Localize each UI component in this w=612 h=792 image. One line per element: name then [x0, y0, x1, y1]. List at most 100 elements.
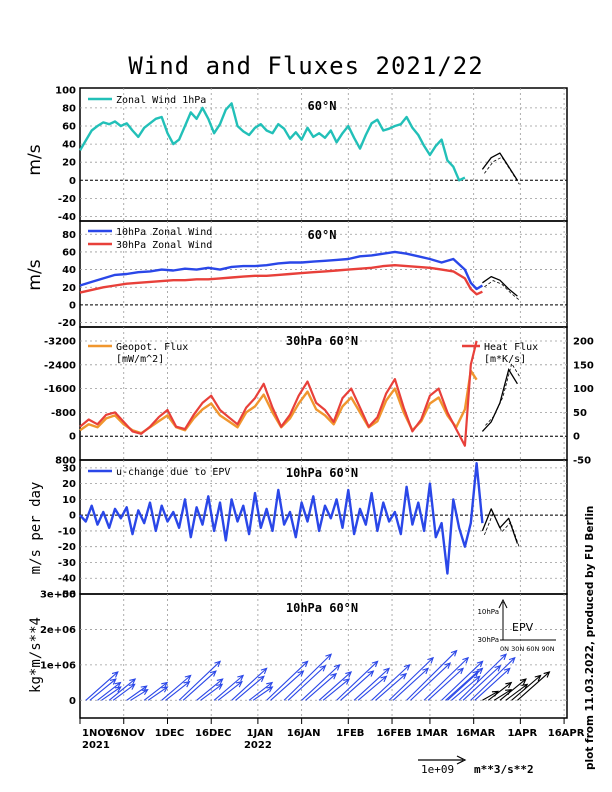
epv-arrow-head	[325, 653, 333, 661]
epv-arrow	[101, 686, 122, 701]
epv-forecast-arrow-head	[543, 671, 551, 678]
epv-arrow	[305, 673, 337, 701]
epv-arrow-head	[383, 667, 391, 675]
epv-arrow-head	[476, 667, 484, 675]
epv-arrow	[470, 657, 516, 701]
y-tick-label-right: 150	[573, 360, 594, 371]
epv-arrow	[474, 667, 511, 701]
epv-arrow-head	[129, 678, 137, 685]
right-axis-unit-label: [m*K/s]	[484, 354, 526, 365]
epv-arrow	[252, 686, 273, 701]
epv-forecast-arrow	[487, 682, 512, 701]
y-tick-label: -10	[58, 526, 76, 537]
epv-arrow-head	[345, 671, 353, 678]
epv-arrow-head	[422, 667, 430, 675]
epv-arrow-head	[462, 656, 470, 664]
y-tick-label-right: 100	[573, 384, 594, 395]
epv-arrow	[392, 667, 429, 701]
y-tick-label-right: 0	[573, 432, 580, 443]
epv-arrow	[130, 689, 148, 701]
epv-arrow-head	[260, 667, 268, 675]
epv-arrow	[441, 660, 483, 701]
legend-label: 10hPa Zonal Wind	[116, 227, 212, 238]
epv-arrow-head	[444, 662, 452, 669]
epv-arrow-head	[367, 670, 375, 677]
x-tick-label: 1FEB	[336, 728, 364, 739]
epv-arrow	[406, 650, 457, 701]
y-tick-label: 3e+06	[40, 590, 76, 601]
y-tick-label: 0	[69, 511, 76, 522]
y-tick-label: 30	[62, 463, 76, 474]
legend-label: Heat Flux	[484, 342, 538, 353]
y-tick-label: -20	[58, 542, 76, 553]
y-tick-label: 0	[69, 696, 76, 707]
epv-arrow-head	[114, 681, 122, 689]
epv-arrow-head	[141, 688, 149, 696]
left-axis-unit-label: [mW/m^2]	[116, 354, 164, 365]
epv-arrow-head	[500, 653, 508, 661]
y-tick-label-left: -1600	[44, 384, 76, 395]
epv-arrow-head	[400, 672, 408, 680]
legend-label: Geopot. Flux	[116, 342, 188, 353]
y-tick-label-right: 200	[573, 337, 594, 348]
epv-arrow	[462, 665, 501, 701]
epv-forecast-arrow	[505, 683, 528, 701]
x-tick-label: 16DEC	[195, 728, 231, 739]
y-tick-label: 0	[69, 176, 76, 187]
y-tick-label: 80	[62, 230, 76, 241]
epv-arrow	[357, 675, 387, 701]
epv-forecast-arrow	[482, 690, 499, 701]
x-year-label: 2021	[82, 740, 110, 751]
epv-arrow-head	[235, 680, 243, 688]
y-tick-label: 20	[62, 479, 76, 490]
epv-arrow-head	[494, 664, 502, 672]
y-tick-label: 10	[62, 495, 76, 506]
epv-arrow-head	[380, 675, 388, 683]
inset-title: EPV	[512, 621, 534, 634]
inset-arrow-head	[498, 598, 508, 609]
y-tick-label: 2e+06	[40, 625, 76, 636]
scale-unit-label: m**3/s**2	[474, 763, 534, 776]
epv-arrow	[410, 662, 451, 701]
epv-arrow-head	[237, 674, 245, 682]
x-tick-label: 1NOV	[82, 728, 114, 739]
y-tick-label: -40	[58, 574, 76, 585]
epv-arrow-head	[301, 660, 309, 668]
epv-arrow-head	[330, 672, 338, 680]
epv-arrow-head	[473, 675, 481, 683]
epv-forecast-arrow	[511, 675, 541, 701]
epv-arrow	[108, 678, 136, 701]
epv-arrow	[283, 653, 332, 701]
epv-arrow	[231, 667, 268, 701]
epv-arrow	[97, 682, 121, 701]
x-tick-label: 16FEB	[376, 728, 411, 739]
epv-arrow	[445, 670, 479, 701]
epv-arrow-head	[114, 686, 122, 693]
epv-arrow-head	[371, 660, 379, 668]
y-tick-label: 100	[55, 85, 76, 96]
epv-arrow	[353, 667, 390, 701]
epv-arrow	[427, 667, 464, 701]
epv-arrow	[388, 657, 434, 701]
epv-arrow-head	[333, 663, 341, 671]
epv-arrow	[147, 686, 168, 701]
epv-arrow	[178, 660, 221, 701]
epv-arrow-head	[427, 656, 435, 664]
epv-arrow-head	[472, 670, 480, 677]
epv-arrow-head	[503, 667, 511, 675]
epv-arrow	[447, 667, 483, 701]
epv-arrow-head	[257, 675, 265, 683]
y-tick-label-right: 50	[573, 408, 587, 419]
epv-arrow-head	[183, 680, 191, 688]
epv-arrow-head	[476, 660, 484, 668]
epv-arrow-head	[214, 660, 222, 668]
y-axis-label: m/s per day	[28, 482, 44, 575]
panel-title: 30hPa 60°N	[286, 334, 358, 348]
y-tick-label: 80	[62, 103, 76, 114]
scale-arrow-head	[456, 755, 467, 765]
y-axis-label: m/s	[25, 144, 45, 175]
epv-arrow-head	[161, 681, 169, 689]
epv-arrow	[161, 675, 192, 701]
epv-arrow-head	[128, 683, 136, 690]
epv-arrow-head	[508, 656, 516, 664]
